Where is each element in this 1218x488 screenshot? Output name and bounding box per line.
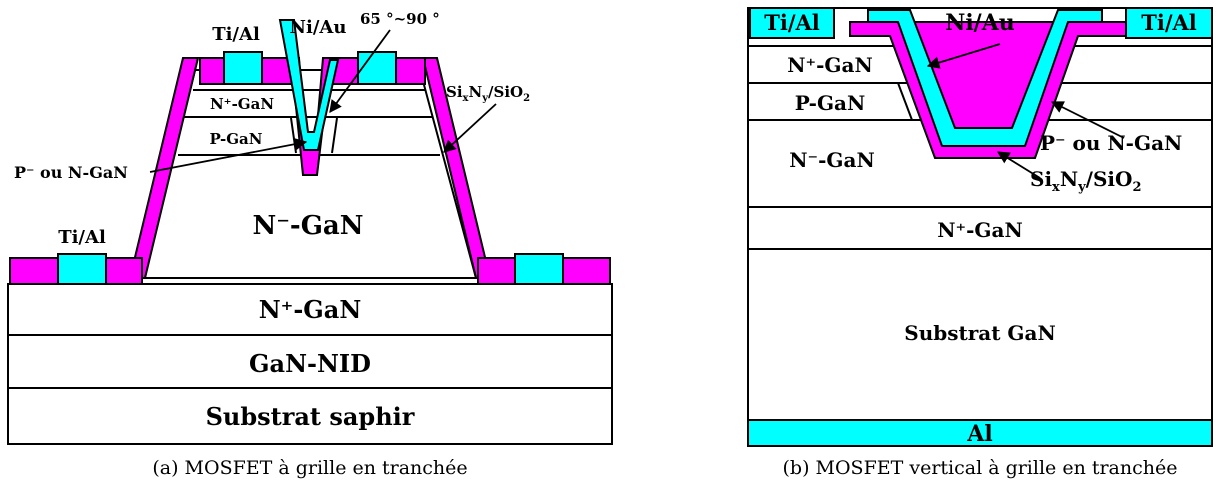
gan-nid-layer	[7, 334, 613, 389]
label-p-minus-or-n-b: P⁻ ou N-GaN	[1040, 131, 1182, 155]
label-n-plus-top: N⁺-GaN	[210, 95, 274, 113]
n-plus-base-layer	[7, 283, 613, 336]
label-substrat-saphir: Substrat saphir	[206, 402, 415, 431]
ti-al-top-right-contact	[357, 51, 397, 85]
arrow-ni-au-b	[926, 43, 1001, 69]
trench-gate-metal-b	[867, 9, 1103, 147]
channel-mark-left	[897, 82, 913, 121]
ti-al-top-left-contact	[223, 51, 263, 85]
arrow-p-minus	[149, 137, 308, 173]
label-dielectric: SixNy/SiO2	[446, 83, 530, 104]
label-ni-au-b: Ni/Au	[945, 10, 1015, 36]
label-ti-al-left: Ti/Al	[764, 10, 820, 35]
label-n-plus-base: N⁺-GaN	[259, 295, 362, 324]
label-p-gan-b: P-GaN	[795, 91, 866, 115]
trench-side-mark-right	[331, 117, 338, 154]
label-angle: 65 °~90 °	[360, 10, 440, 28]
ti-al-bottom-left-contact	[57, 253, 107, 285]
ti-al-right-contact	[1125, 7, 1213, 39]
arrow-dielectric-b	[996, 151, 1041, 179]
label-dielectric-b: SixNy/SiO2	[1030, 167, 1141, 195]
caption-b: (b) MOSFET vertical à grille en tranchée	[783, 457, 1178, 479]
caption-a: (a) MOSFET à grille en tranchée	[152, 457, 467, 479]
al-bottom-contact	[747, 419, 1213, 447]
label-n-plus-bottom-b: N⁺-GaN	[937, 218, 1022, 242]
arrow-p-minus-b	[1050, 101, 1125, 139]
trench-gate-metal	[278, 19, 340, 151]
ti-al-bottom-right-contact	[514, 253, 564, 285]
label-al: Al	[966, 421, 992, 447]
arrow-angle	[329, 29, 391, 114]
substrate-saphir-layer	[7, 387, 613, 445]
label-n-minus: N⁻-GaN	[252, 211, 363, 241]
label-ti-al-top: Ti/Al	[212, 24, 260, 45]
figure-b: Ti/Al Ti/Al Ni/Au N⁺-GaN P-GaN N⁻-GaN N⁺…	[747, 7, 1213, 479]
label-n-minus-b: N⁻-GaN	[789, 148, 874, 172]
label-p-gan: P-GaN	[210, 130, 263, 148]
label-n-plus-top-b: N⁺-GaN	[787, 53, 872, 77]
label-ti-al-bottom: Ti/Al	[58, 227, 106, 248]
arrow-dielectric	[443, 103, 497, 153]
ti-al-left-contact	[749, 7, 835, 39]
label-p-minus-or-n: P⁻ ou N-GaN	[14, 163, 128, 182]
label-gan-nid: GaN-NID	[249, 349, 371, 378]
label-substrat-gan: Substrat GaN	[904, 321, 1055, 345]
label-ni-au: Ni/Au	[290, 17, 347, 38]
label-ti-al-right: Ti/Al	[1141, 10, 1197, 35]
figure-a: Substrat saphir GaN-NID N⁺-GaN N⁻-GaN N⁺…	[7, 10, 613, 479]
